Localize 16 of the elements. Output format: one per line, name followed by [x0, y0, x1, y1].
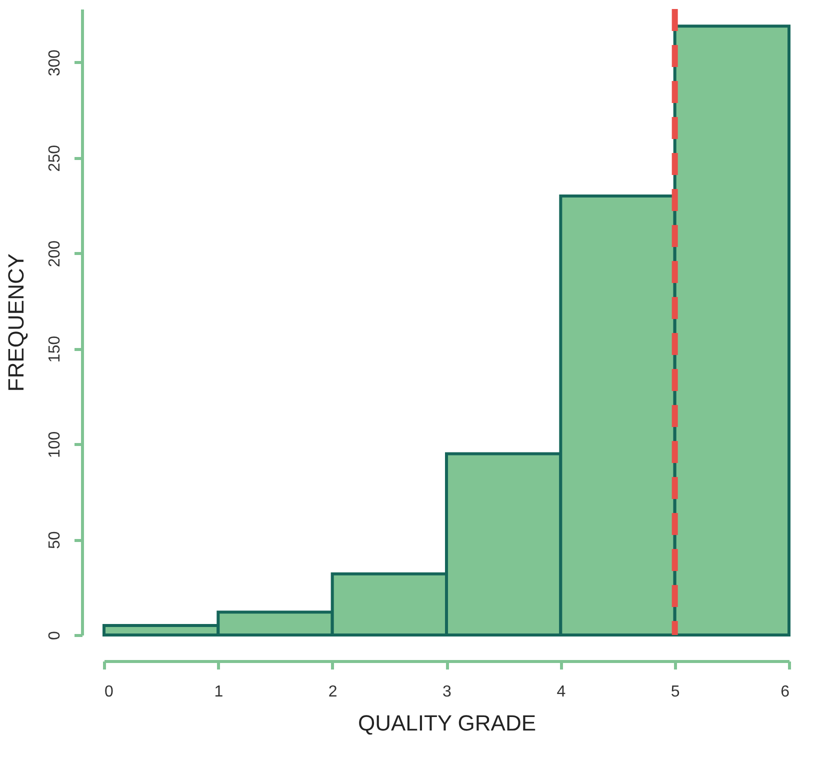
y-tick-label: 100 [46, 431, 64, 458]
x-tick-label: 4 [556, 684, 566, 700]
x-tick-label: 1 [214, 684, 224, 700]
x-tick-label: 0 [104, 684, 114, 700]
x-tick-label: 3 [442, 684, 452, 700]
y-axis-title: FREQUENCY [4, 253, 28, 392]
x-tick-label: 6 [780, 684, 790, 700]
y-tick-label: 250 [46, 144, 64, 172]
y-tick-label: 200 [46, 240, 64, 268]
y-tick-label: 0 [46, 630, 64, 640]
x-tick-label: 2 [328, 684, 338, 700]
x-axis-title: QUALITY GRADE [358, 710, 536, 736]
x-tick-label: 5 [670, 684, 680, 700]
y-tick-label: 50 [46, 531, 64, 549]
y-tick-label: 300 [46, 49, 64, 76]
y-tick-label: 150 [46, 336, 64, 363]
